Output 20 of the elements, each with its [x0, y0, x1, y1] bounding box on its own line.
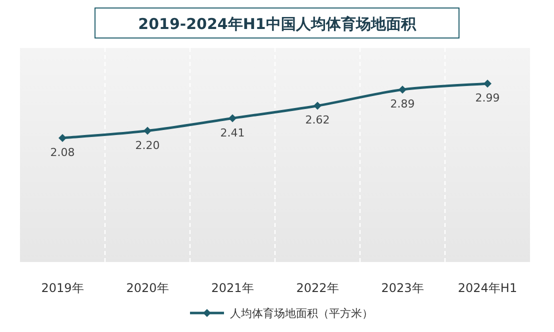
data-label: 2.41	[220, 126, 245, 140]
x-tick-label: 2022年	[296, 281, 339, 295]
legend-label: 人均体育场地面积（平方米）	[230, 307, 373, 320]
point	[398, 86, 406, 94]
x-tick-label: 2019年	[41, 281, 84, 295]
data-label: 2.89	[390, 98, 415, 111]
data-label: 2.62	[305, 114, 330, 127]
point	[58, 134, 66, 142]
point	[144, 126, 152, 135]
point	[484, 80, 492, 88]
point	[228, 114, 236, 122]
data-label: 2.20	[135, 138, 160, 152]
chart-title: 2019-2024年H1中国人均体育场地面积	[138, 15, 417, 33]
x-tick-label: 2024年H1	[458, 281, 518, 295]
data-label: 2.08	[50, 146, 75, 159]
x-tick-label: 2021年	[211, 281, 254, 295]
x-tick-label: 2023年	[381, 281, 424, 295]
data-label: 2.99	[475, 92, 500, 105]
x-tick-label: 2020年	[126, 281, 169, 295]
point	[314, 102, 322, 110]
